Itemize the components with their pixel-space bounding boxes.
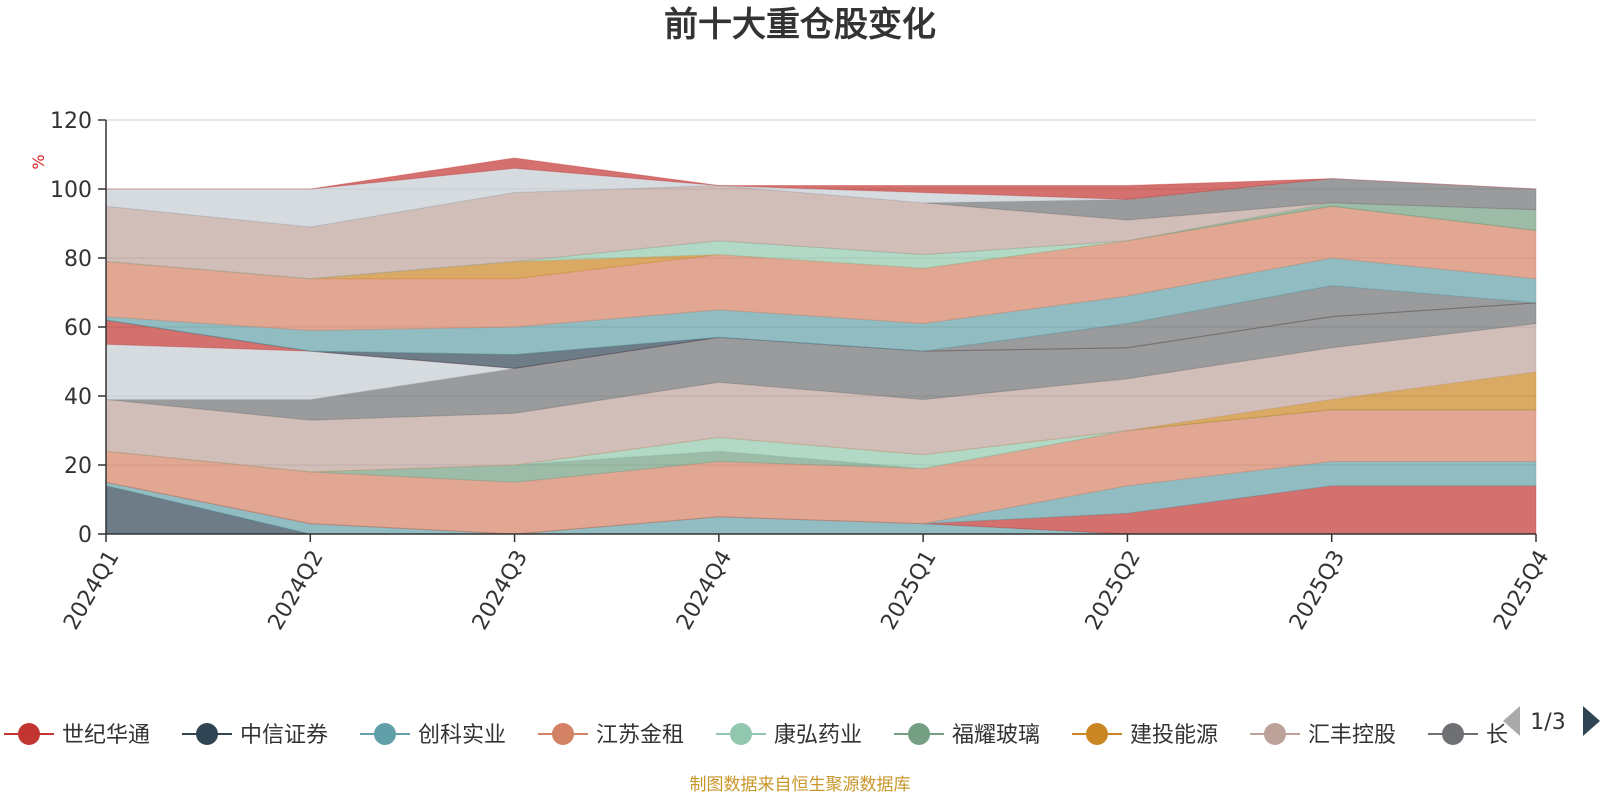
area-series-22 [106,157,1537,200]
x-tick-label: 2025Q1 [876,546,941,634]
y-tick-label: 60 [64,316,92,341]
y-axis-unit-label: % [29,154,48,169]
legend-label: 中信证券 [240,723,328,748]
x-tick-label: 2025Q2 [1081,546,1146,634]
x-tick-label: 2025Q3 [1285,546,1350,634]
x-tick-label: 2024Q2 [264,546,329,634]
legend-marker-icon [908,723,930,745]
y-tick-label: 40 [64,385,92,410]
legend-item[interactable]: 江苏金租 [538,723,684,748]
legend-marker-icon [1264,723,1286,745]
legend-label: 建投能源 [1130,723,1218,748]
legend-marker-icon [730,723,752,745]
legend-item[interactable]: 康弘药业 [716,723,862,748]
legend-label: 福耀玻璃 [952,723,1040,748]
chart-title: 前十大重仓股变化 [664,5,936,45]
y-tick-label: 0 [78,523,92,548]
y-tick-label: 120 [50,109,92,134]
legend-label: 创科实业 [418,723,506,748]
legend-item[interactable]: 世纪华通 [4,723,150,748]
area-series-group [105,157,1537,535]
prev-page-icon[interactable] [1503,706,1520,736]
legend-marker-icon [18,723,40,745]
area-series-21 [105,167,1537,228]
legend-marker-icon [374,723,396,745]
x-tick-label: 2024Q1 [59,546,124,634]
x-tick-label: 2025Q4 [1489,546,1554,634]
legend-item[interactable]: 汇丰控股 [1250,723,1396,748]
legend-item[interactable]: 长 [1428,723,1508,748]
legend-item[interactable]: 创科实业 [360,723,506,748]
legend-marker-icon [1442,723,1464,745]
legend-item[interactable]: 中信证券 [182,723,328,748]
legend-item[interactable]: 福耀玻璃 [894,723,1040,748]
x-tick-label: 2024Q3 [468,546,533,634]
legend-label: 世纪华通 [62,723,150,748]
y-tick-label: 100 [50,178,92,203]
legend-item[interactable]: 建投能源 [1072,723,1218,748]
y-axis-ticks: 0 20 40 60 80 100 120 [50,109,106,548]
legend-page-indicator: 1/3 [1530,710,1565,735]
legend[interactable]: 世纪华通 中信证券 创科实业 江苏金租 康弘药业 福耀玻璃 建投能源 汇丰控股 长 [4,723,1508,748]
x-tick-label: 2024Q4 [672,546,737,634]
legend-label: 长 [1486,723,1508,748]
legend-marker-icon [196,723,218,745]
legend-marker-icon [1086,723,1108,745]
legend-label: 江苏金租 [596,723,684,748]
legend-marker-icon [552,723,574,745]
legend-label: 康弘药业 [774,723,862,748]
legend-pager[interactable]: 1/3 [1503,706,1600,736]
x-axis-ticks: 2024Q1 2024Q2 2024Q3 2024Q4 2025Q1 2025Q2 2025… [59,534,1555,634]
legend-label: 汇丰控股 [1308,723,1396,748]
y-tick-label: 80 [64,247,92,272]
y-tick-label: 20 [64,454,92,479]
data-source-note: 制图数据来自恒生聚源数据库 [690,775,911,795]
next-page-icon[interactable] [1583,706,1600,736]
